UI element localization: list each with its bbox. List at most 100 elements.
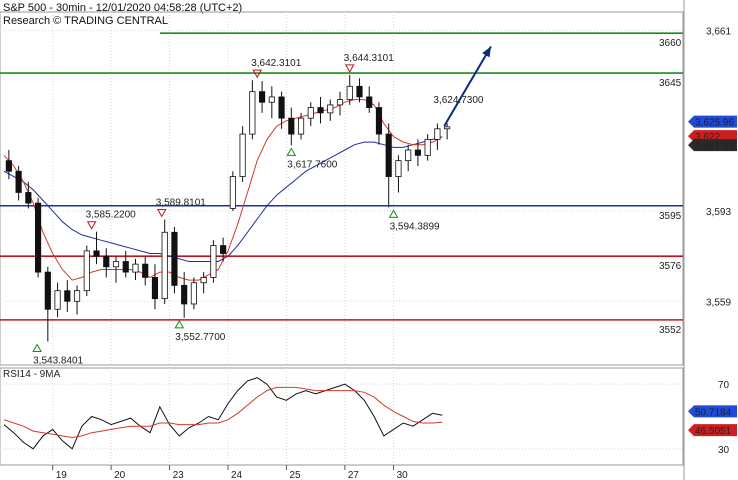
candle-body xyxy=(405,149,412,162)
price-tag-bg xyxy=(688,139,737,152)
candle-body xyxy=(424,138,431,156)
candle xyxy=(346,74,353,105)
candle-body xyxy=(93,250,100,257)
candle-body xyxy=(142,263,149,278)
candle xyxy=(64,280,71,312)
swing-high-label: 3,644.3101 xyxy=(344,53,394,64)
candle-body xyxy=(414,149,421,156)
candle-body xyxy=(297,117,305,135)
candle xyxy=(249,80,256,140)
candle-body xyxy=(73,290,81,302)
candle-body xyxy=(132,263,139,273)
candle-body xyxy=(259,91,266,103)
swing-high-label: 3,642.3101 xyxy=(251,58,301,69)
candle xyxy=(171,226,178,294)
candle xyxy=(210,240,217,283)
rsi-title: RSI14 - 9MA xyxy=(3,369,61,380)
price-tag: 3,621.63 xyxy=(688,139,737,152)
price-frame xyxy=(0,11,684,366)
candle xyxy=(103,248,110,278)
rsi-tag: 50.7184 xyxy=(688,405,737,418)
rsi-tag: 46.5051 xyxy=(688,424,737,437)
x-tick-label: 30 xyxy=(397,470,409,480)
candle-body xyxy=(5,160,12,172)
candle-body xyxy=(171,231,178,286)
candle-body xyxy=(15,170,22,193)
candle xyxy=(317,96,324,124)
candle-body xyxy=(327,104,334,114)
candle xyxy=(366,86,373,113)
swing-low-label: 3,552.7700 xyxy=(175,332,225,343)
candle xyxy=(73,285,81,315)
swing-high-marker xyxy=(86,221,97,230)
x-tick-label: 24 xyxy=(231,470,243,480)
candle-body xyxy=(35,202,42,273)
x-tick-label: 27 xyxy=(348,470,360,480)
candle xyxy=(161,219,168,304)
price-tag-text: 3,621.63 xyxy=(695,141,734,152)
candle xyxy=(35,197,42,278)
candle xyxy=(54,282,61,318)
candle xyxy=(297,112,305,140)
candle-body xyxy=(220,245,227,254)
candle xyxy=(414,139,421,166)
price-tag: 3,625.96 xyxy=(688,115,737,129)
candle-body xyxy=(151,277,159,300)
rsi-tick-label: 70 xyxy=(718,380,730,391)
level-label: 3552 xyxy=(659,325,682,336)
swing-high-marker xyxy=(344,64,355,73)
swing-low-label: 3,617.7600 xyxy=(287,159,337,170)
candle xyxy=(44,266,51,342)
candle xyxy=(278,91,285,129)
candle-body xyxy=(112,261,120,268)
candle xyxy=(200,272,207,294)
y-tick-label: 3,661 xyxy=(706,27,731,38)
candle xyxy=(239,126,246,182)
rsi-tag-text: 50.7184 xyxy=(695,407,732,418)
candle-body xyxy=(366,96,373,108)
swing-high-label: 3,589.8101 xyxy=(156,198,206,209)
rsi-tag-bg xyxy=(688,405,737,418)
x-tick-label: 20 xyxy=(114,470,126,480)
candle-body xyxy=(278,96,285,119)
candle-body xyxy=(395,160,402,177)
candle xyxy=(268,86,275,119)
candle-body xyxy=(44,271,51,310)
candle-body xyxy=(444,126,451,130)
forecast-arrow-head xyxy=(482,46,491,58)
candle xyxy=(122,250,129,278)
candle xyxy=(190,277,197,310)
candle-body xyxy=(434,128,441,140)
candle-body xyxy=(249,91,256,135)
x-axis: 19 20 23 24 25 27 30 xyxy=(52,465,409,480)
candle xyxy=(288,107,295,146)
rsi-tag-text: 46.5051 xyxy=(695,426,732,437)
candle xyxy=(424,134,431,161)
x-tick-label: 23 xyxy=(173,470,185,480)
candle-body xyxy=(161,231,168,300)
chart-title: S&P 500 - 30min - 12/01/2020 04:58:28 (U… xyxy=(3,2,242,14)
rsi-tag-bg xyxy=(688,424,737,437)
swing-high-marker xyxy=(156,209,167,218)
candle xyxy=(375,102,383,145)
candle-body xyxy=(317,107,324,114)
candle xyxy=(15,165,22,201)
candle xyxy=(336,91,344,116)
candle xyxy=(405,144,412,172)
candle-body xyxy=(356,85,363,98)
candle-body xyxy=(307,107,314,119)
candle xyxy=(112,256,120,283)
candle-body xyxy=(210,245,217,278)
y-tick-label: 3,559 xyxy=(706,297,731,308)
candle xyxy=(25,181,32,209)
candle xyxy=(385,123,392,208)
candle xyxy=(444,123,451,140)
candle-body xyxy=(122,261,129,273)
price-tag-text: 3,625.96 xyxy=(695,118,734,129)
candle xyxy=(142,256,149,286)
candle-body xyxy=(64,290,71,302)
candle xyxy=(327,99,334,121)
candle xyxy=(395,155,402,193)
